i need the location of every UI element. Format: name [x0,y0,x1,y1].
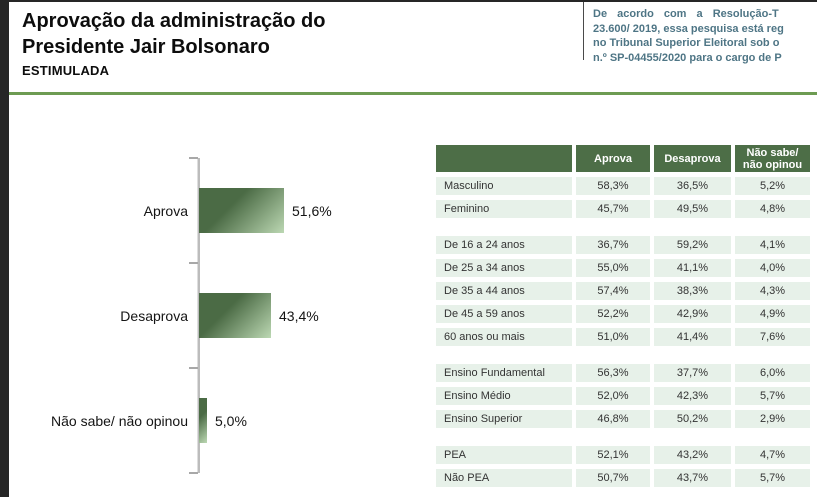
table-cell: 58,3% [576,177,650,195]
table-cell: 6,0% [735,364,810,382]
bar-value-label: 5,0% [215,412,247,429]
table-cell: 49,5% [654,200,731,218]
header-rule [9,92,817,95]
disclaimer-line-1: De acordo com a Resolução-T [593,8,779,20]
bar-value-label: 43,4% [279,307,319,324]
row-label: De 25 a 34 anos [436,259,572,277]
title-block: Aprovação da administração do Presidente… [22,8,325,78]
document-page: Aprovação da administração do Presidente… [9,2,817,497]
bar-value-label: 51,6% [292,202,332,219]
row-label: PEA [436,446,572,464]
category-label: Não sabe/ não opinou [51,412,188,429]
row-label: Feminino [436,200,572,218]
table-cell: 43,2% [654,446,731,464]
table-cell: 59,2% [654,236,731,254]
column-header: Aprova [576,145,650,172]
column-header: Desaprova [654,145,731,172]
table-cell: 5,2% [735,177,810,195]
table-cell: 45,7% [576,200,650,218]
row-label: De 16 a 24 anos [436,236,572,254]
table-cell: 4,8% [735,200,810,218]
table-cell: 4,0% [735,259,810,277]
table-cell: 56,3% [576,364,650,382]
table-cell: 41,1% [654,259,731,277]
header-divider-line [583,2,584,60]
disclaimer-line-4: n.º SP-04455/2020 para o cargo de P [593,51,782,64]
row-label: Ensino Médio [436,387,572,405]
bar [199,293,271,338]
axis-tick [189,472,198,474]
table-cell: 52,1% [576,446,650,464]
table-cell: 41,4% [654,328,731,346]
table-corner-cell [436,145,572,172]
table-cell: 52,2% [576,305,650,323]
y-axis-line [197,158,200,473]
table-cell: 2,9% [735,410,810,428]
table-cell: 5,7% [735,469,810,487]
table-cell: 50,2% [654,410,731,428]
table-cell: 46,8% [576,410,650,428]
table-cell: 4,1% [735,236,810,254]
table-cell: 55,0% [576,259,650,277]
row-label: De 45 a 59 anos [436,305,572,323]
table-cell: 37,7% [654,364,731,382]
axis-tick [189,367,198,369]
category-label: Aprova [143,202,188,219]
disclaimer-line-3: no Tribunal Superior Eleitoral sob o [593,37,780,49]
table-cell: 57,4% [576,282,650,300]
page-subtitle: ESTIMULADA [22,63,110,78]
table-cell: 4,3% [735,282,810,300]
table-cell: 51,0% [576,328,650,346]
bar [199,188,284,233]
table-cell: 38,3% [654,282,731,300]
axis-tick [189,262,198,264]
table-cell: 4,9% [735,305,810,323]
row-label: Ensino Superior [436,410,572,428]
table-cell: 7,6% [735,328,810,346]
category-label: Desaprova [120,307,188,324]
bar [199,398,207,443]
approval-breakdown-table: Aprova Desaprova Não sabe/ não opinou Mascu… [436,145,810,490]
table-cell: 36,7% [576,236,650,254]
page-title-line-1: Aprovação da administração do [22,10,326,32]
row-label: 60 anos ou mais [436,328,572,346]
page-title-line-2: Presidente Jair Bolsonaro [22,36,270,58]
approval-bar-chart: Aprova 51,6% Desaprova 43,4% Não sabe/ não o… [9,142,434,492]
table-cell: 5,7% [735,387,810,405]
table-cell: 50,7% [576,469,650,487]
row-label: De 35 a 44 anos [436,282,572,300]
table-cell: 4,7% [735,446,810,464]
table-cell: 42,3% [654,387,731,405]
row-label: Masculino [436,177,572,195]
row-label: Não PEA [436,469,572,487]
axis-tick [189,157,198,159]
column-header: Não sabe/ não opinou [735,145,810,172]
row-label: Ensino Fundamental [436,364,572,382]
table-cell: 36,5% [654,177,731,195]
table-cell: 43,7% [654,469,731,487]
legal-disclaimer: De acordo com a Resolução-T 23.600/ 2019… [593,7,817,69]
disclaimer-line-2: 23.600/ 2019, essa pesquisa está reg [593,22,784,35]
table-cell: 52,0% [576,387,650,405]
table-cell: 42,9% [654,305,731,323]
